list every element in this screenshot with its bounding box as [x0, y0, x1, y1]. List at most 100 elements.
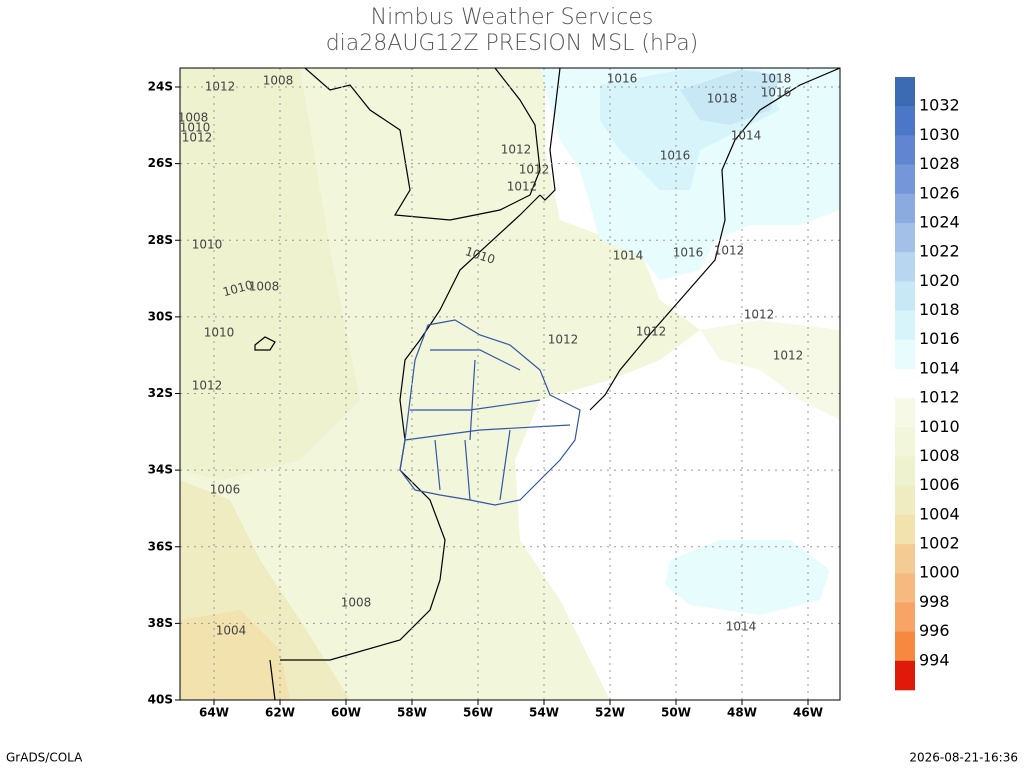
colorbar-label: 1014: [919, 358, 960, 377]
colorbar-label: 1010: [919, 417, 960, 436]
colorbar-box: [895, 368, 915, 399]
contour-label: 1006: [210, 483, 241, 497]
lat-tick-label: 28S: [148, 233, 173, 247]
colorbar-box: [895, 427, 915, 457]
colorbar-box: [895, 602, 915, 632]
border-brazil: [539, 68, 561, 201]
colorbar-label: 1032: [919, 96, 960, 115]
colorbar-label: 1000: [919, 563, 960, 582]
lon-tick-label: 58W: [397, 706, 427, 720]
contour-label: 1010: [192, 238, 223, 252]
colorbar-box: [895, 164, 915, 195]
colorbar-box: [895, 631, 915, 662]
contour-label: 1012: [507, 180, 538, 194]
field-1010-east: [700, 320, 840, 420]
graticule: 24S 26S 28S 30S 32S 34S 36S 38S 40S 64W 62W 60W 58W 5…: [148, 68, 840, 720]
contour-label: 1012: [773, 349, 804, 363]
colorbar-box: [895, 310, 915, 341]
lon-tick-label: 48W: [727, 706, 757, 720]
colorbar-box: [895, 660, 915, 691]
contour-label: 1012: [714, 244, 745, 258]
contour-label: 1012: [192, 379, 223, 393]
colorbar-label: 1022: [919, 242, 960, 261]
colorbar-box: [895, 573, 915, 603]
footer-right: 2026-08-21-16:36: [909, 751, 1018, 765]
contour-label: 1014: [726, 620, 757, 634]
colorbar-label: 1028: [919, 154, 960, 173]
colorbar-label: 1030: [919, 125, 960, 144]
contour-label: 1016: [673, 246, 704, 260]
colorbar-label: 1016: [919, 329, 960, 348]
colorbar-box: [895, 77, 915, 107]
colorbar: 1032 1030 1028 1026 1024 1022 1020 1018 1016 1014…: [895, 77, 960, 691]
colorbar-box: [895, 281, 915, 311]
lon-tick-label: 60W: [331, 706, 361, 720]
colorbar-box: [895, 398, 915, 428]
colorbar-label: 1004: [919, 504, 960, 523]
lat-tick-label: 24S: [148, 80, 173, 94]
field-1018: [680, 70, 780, 125]
colorbar-label: 1008: [919, 446, 960, 465]
contour-label: 1018: [707, 92, 738, 106]
contour-label: 1008: [341, 596, 372, 610]
coast-detail: [254, 336, 276, 700]
contour-label: 1016: [607, 72, 638, 86]
contour-label: 1012: [744, 308, 775, 322]
colorbar-label: 1012: [919, 388, 960, 407]
contour-label: 1008: [263, 74, 294, 88]
colorbar-box: [895, 106, 915, 136]
lat-tick-label: 40S: [148, 693, 173, 707]
contour-label: 1012: [548, 333, 579, 347]
contour-label: 1004: [216, 624, 247, 638]
colorbar-box: [895, 544, 915, 574]
colorbar-box: [895, 252, 915, 282]
lon-tick-label: 46W: [793, 706, 823, 720]
colorbar-label: 1018: [919, 300, 960, 319]
subtitle: dia28AUG12Z PRESION MSL (hPa): [326, 31, 699, 56]
colorbar-label: 1024: [919, 212, 960, 231]
lon-tick-label: 52W: [595, 706, 625, 720]
lon-tick-label: 50W: [661, 706, 691, 720]
colorbar-label: 1006: [919, 475, 960, 494]
contour-label: 1008: [249, 280, 280, 294]
colorbar-box: [895, 193, 915, 224]
contour-label: 1012: [501, 143, 532, 157]
lat-tick-label: 26S: [148, 156, 173, 170]
colorbar-box: [895, 222, 915, 253]
lat-tick-label: 32S: [148, 386, 173, 400]
contour-label: 1012: [636, 325, 667, 339]
lat-tick-label: 36S: [148, 539, 173, 553]
colorbar-label: 998: [919, 592, 950, 611]
lat-tick-label: 38S: [148, 616, 173, 630]
colorbar-label: 1026: [919, 183, 960, 202]
contour-label: 1010: [180, 121, 211, 135]
lat-tick-label: 34S: [148, 463, 173, 477]
contour-label: 1008: [178, 111, 209, 125]
contour-label: 1014: [613, 249, 644, 263]
contour-label: 1012: [205, 80, 236, 94]
contour-label: 1010: [204, 326, 235, 340]
colorbar-box: [895, 339, 915, 370]
title: Nimbus Weather Services: [371, 5, 654, 30]
colorbar-box: [895, 514, 915, 545]
footer-left: GrADS/COLA: [6, 751, 83, 765]
colorbar-box: [895, 135, 915, 165]
contour-label: 1016: [660, 149, 691, 163]
lon-tick-label: 54W: [529, 706, 559, 720]
contour-label: 1018: [761, 72, 792, 86]
map-frame: [179, 67, 841, 701]
field-1006: [180, 68, 360, 480]
contour-label: 1016: [761, 86, 792, 100]
lon-tick-label: 64W: [199, 706, 229, 720]
contour-label: 1014: [731, 129, 762, 143]
colorbar-label: 1002: [919, 534, 960, 553]
lat-tick-label: 30S: [148, 309, 173, 323]
field-1014-south: [665, 540, 830, 615]
colorbar-label: 996: [919, 621, 950, 640]
colorbar-box: [895, 456, 915, 486]
lon-tick-label: 62W: [265, 706, 295, 720]
contour-label: 1012: [519, 163, 550, 177]
colorbar-label: 1020: [919, 271, 960, 290]
